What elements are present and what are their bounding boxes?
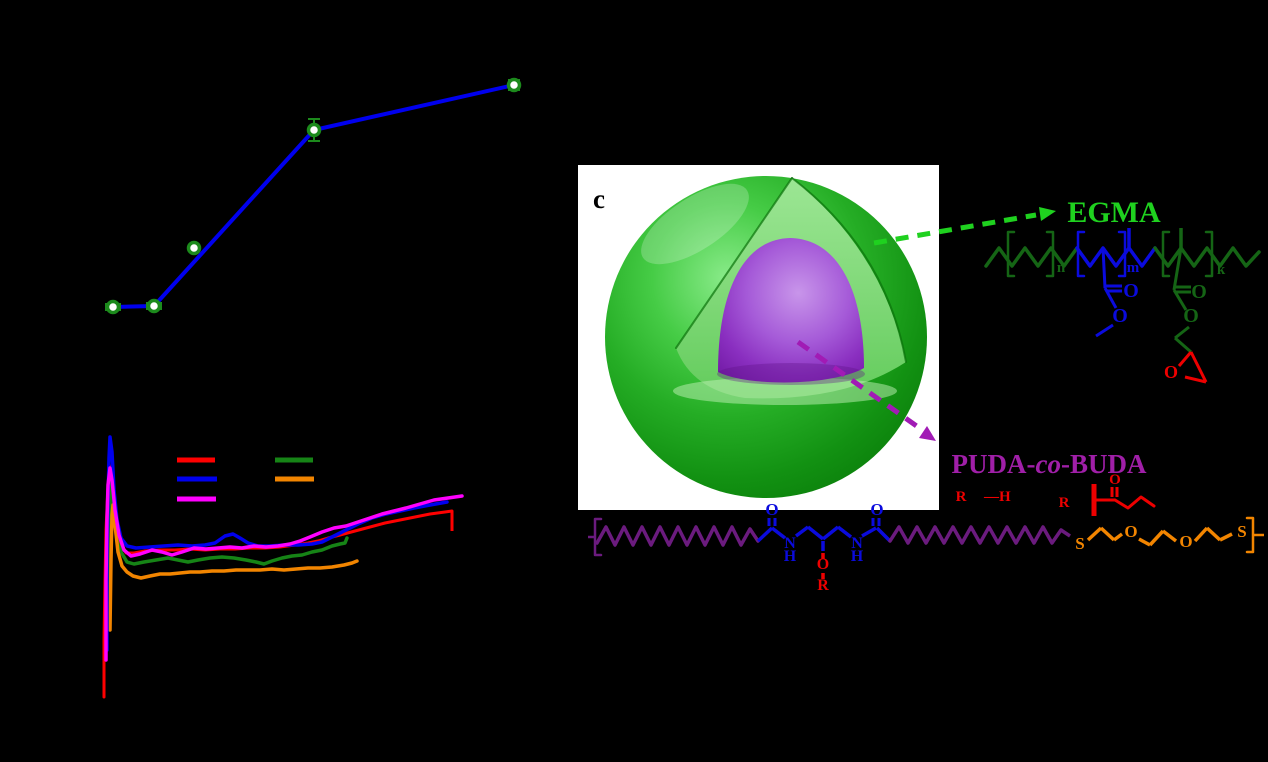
amide-left-O: O [765,500,778,519]
epoxide-co-bond-1 [1177,351,1193,367]
egma-glycidyl-ch2-a [1174,325,1190,340]
amide-left-cn-bond [770,526,787,540]
serinol-O: O [817,556,829,573]
peg-bond-1 [1086,526,1103,542]
thioether-S-left: S [1075,534,1084,553]
peg-bond-4 [1138,537,1151,547]
egma-bracket-open-m [1076,230,1086,278]
egma-arrow-shaft [873,212,1037,246]
core-base-shadow [717,363,865,385]
egma-bracket-close-n [1045,230,1055,278]
serinol-ch2-right-a [821,525,840,541]
egma-glycidyl-ch2-b [1174,336,1192,354]
sphere-specular-highlight [641,183,749,265]
egma-green-ester-O: O [1183,305,1199,327]
serinol-ch2-right-b [836,525,853,539]
curve-blue [105,435,449,652]
puda-bracket-close [1245,516,1255,554]
egma-subscript-m: m [1127,260,1140,276]
epoxide-cc-bond [1189,351,1208,383]
peg-bond-7 [1193,526,1209,543]
peg-O-1: O [1124,522,1137,541]
charts-layer [102,77,522,699]
egma-blue-ester-O-bond [1103,287,1118,309]
amide-right-N: N [851,535,863,552]
core-arrow-shaft [796,339,920,430]
serinol-ch2-left-b [806,525,825,541]
egma-green-ester-bond [1172,247,1183,291]
amide-right-c-bond [875,526,892,543]
egma-green-carbonyl-O: O [1191,281,1207,303]
blue-line-green-circle-markers-marker [306,122,322,138]
curve-orange [108,503,359,632]
egma-blue-ester-O: O [1112,305,1128,327]
amide-left-N: N [784,535,796,552]
butyryl-propyl-chain [1113,495,1156,510]
egma-backbone-green-right [1153,246,1261,268]
peg-bond-2 [1099,526,1116,542]
r1-label: R [956,489,967,505]
serinol-ch2-left-a [794,525,810,538]
puda-co-buda-label: PUDA-co-BUDA [952,449,1147,479]
egma-green-ester-O-bond [1172,289,1188,311]
puda-alkyl-chain-left [595,525,760,547]
amide-left-H: H [784,548,797,565]
egma-blue-methoxy [1095,323,1114,338]
vesicle-core-dome [718,238,864,383]
blue-line-green-circle-markers-line [111,83,516,309]
cutaway-floor-highlight [673,377,897,405]
peg-O-2: O [1179,532,1192,551]
egma-bracket-open-n [1006,230,1016,278]
egma-bracket-close-m [1117,230,1127,278]
egma-bracket-close-k [1204,230,1214,278]
cut-edge-left [675,177,793,349]
egma-backbone-blue [1075,246,1157,268]
egma-blue-carbonyl-O: O [1123,280,1139,302]
blue-line-green-circle-markers-marker [146,298,162,314]
epoxide-O: O [1164,362,1178,382]
egma-subscript-k: k [1217,262,1226,278]
amide-right-nc-bond [861,526,877,538]
egma-blue-ester-bond [1101,247,1107,289]
blue-line-green-circle-markers-marker [186,240,202,256]
amide-right-O: O [870,500,883,519]
core-arrow-head [919,426,936,441]
blue-line-green-circle-markers-marker [506,77,522,93]
amide-left-c-bond [756,526,774,543]
peg-bond-8 [1205,526,1222,542]
serinol-R: R [817,577,829,594]
peg-bond-6 [1161,529,1178,543]
cut-edge-right [791,177,907,363]
panel-label-c: c [593,184,605,214]
amide-right-H: H [851,548,864,565]
butyryl-O: O [1109,472,1121,488]
chain-to-sulfur-bond [1060,528,1071,538]
r2-label: R [1059,495,1070,511]
puda-alkyl-chain-right [888,525,1063,545]
curve-red [102,464,454,699]
egma-backbone-green-left [984,246,1079,268]
peg-bond-3 [1112,532,1124,542]
peg-bond-9 [1219,532,1233,542]
epoxide-co-bond-2 [1184,375,1207,384]
r1-equals-h: —H [983,489,1011,505]
puda-bracket-open [593,517,603,557]
egma-arrow-head [1039,207,1056,221]
egma-bracket-open-k [1161,230,1171,278]
curve-magenta [104,466,464,662]
blue-line-green-circle-markers-marker [105,299,121,315]
egma-subscript-n: n [1057,260,1066,276]
peg-bond-5 [1148,529,1165,547]
egma-label: EGMA [1067,196,1161,229]
thioether-S-right: S [1237,522,1246,541]
